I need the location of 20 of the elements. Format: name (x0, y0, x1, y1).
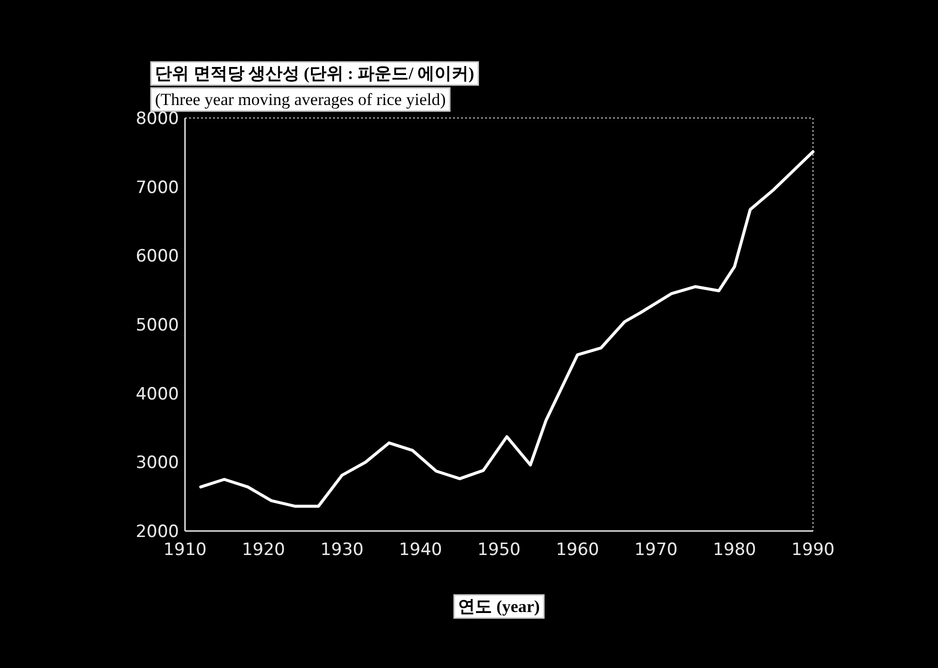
chart-subtitle: (Three year moving averages of rice yield) (155, 90, 446, 109)
x-tick-label: 1930 (320, 540, 364, 560)
x-tick-label: 1980 (712, 540, 756, 560)
x-tick-label: 1910 (163, 540, 207, 560)
x-tick-label: 1960 (556, 540, 600, 560)
x-tick-label: 1940 (398, 540, 442, 560)
x-axis-title: 연도 (year) (458, 597, 540, 616)
line-series (199, 150, 814, 508)
y-tick-label: 8000 (136, 109, 179, 129)
y-tick-label: 2000 (136, 522, 179, 542)
x-tick-label: 1950 (477, 540, 521, 560)
y-tick-label: 6000 (136, 246, 179, 267)
y-tick-label: 4000 (136, 384, 179, 404)
x-tick-label: 1970 (634, 540, 678, 560)
y-tick-label: 5000 (136, 316, 179, 336)
y-tick-label: 7000 (136, 178, 179, 198)
y-tick-label: 3000 (136, 453, 179, 474)
x-tick-label: 1990 (791, 540, 835, 560)
chart-title: 단위 면적당 생산성 (단위 : 파운드/ 에이커) (155, 64, 474, 83)
x-tick-label: 1920 (242, 540, 286, 560)
